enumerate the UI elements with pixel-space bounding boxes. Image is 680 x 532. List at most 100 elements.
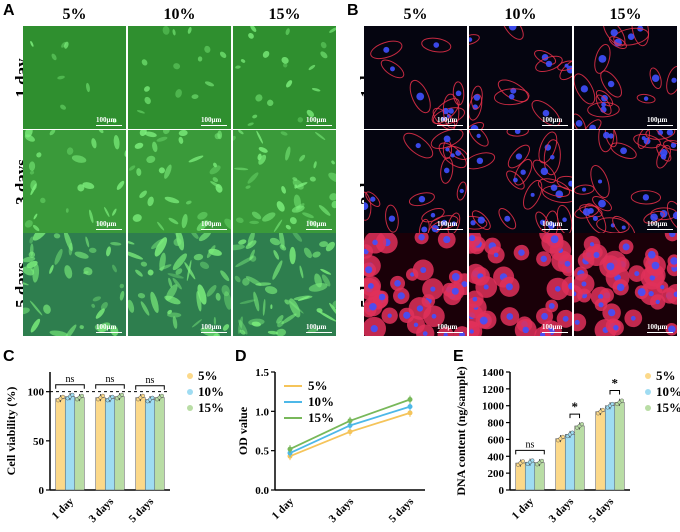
scale-bar-label: 100μm xyxy=(437,220,463,230)
data-point xyxy=(570,430,575,435)
data-point xyxy=(407,410,413,416)
scale-bar-label: 100μm xyxy=(647,323,673,333)
chart-c-cell-viability: 0 50 100 Cell viability (%) ns ns ns 1 day 3 day… xyxy=(4,368,224,525)
legend-label: 15% xyxy=(198,400,224,415)
bar xyxy=(64,396,76,491)
significance-bracket xyxy=(55,384,85,389)
bar xyxy=(555,438,566,491)
chart-e-dna-content: 0 200 400 600 800 1000 1200 1400 DNA content (ng… xyxy=(454,366,680,525)
legend-label: 10% xyxy=(656,384,680,399)
bar xyxy=(144,399,156,491)
scale-bar-label: 100μm xyxy=(201,220,227,230)
micrograph-a: 100μm xyxy=(23,130,126,233)
legend-marker xyxy=(187,389,193,395)
significance-label: * xyxy=(612,376,619,391)
legend-label: 5% xyxy=(308,378,328,393)
significance-bracket xyxy=(515,449,545,455)
scale-bar-label: 100μm xyxy=(542,116,568,126)
panel-letter-b: B xyxy=(347,2,359,19)
micrograph-a: 100μm xyxy=(233,130,336,233)
scale-bar-label: 100μm xyxy=(647,220,673,230)
micrograph-b: 100μm xyxy=(469,233,572,336)
scale-bar-label: 100μm xyxy=(542,323,568,333)
scale-bar xyxy=(437,124,463,126)
data-point xyxy=(140,393,145,398)
legend-label: 5% xyxy=(198,368,218,383)
data-point xyxy=(347,429,353,435)
scale-bar xyxy=(306,124,332,126)
panel-letter-d: D xyxy=(235,348,247,365)
y-tick-label: 0.5 xyxy=(255,446,269,458)
legend-marker xyxy=(645,373,651,379)
y-axis-label: Cell viability (%) xyxy=(4,387,18,476)
column-header-15pct: 15% xyxy=(609,6,642,23)
data-point xyxy=(119,392,124,397)
significance-bracket xyxy=(95,384,125,389)
micrograph-a: 100μm xyxy=(23,26,126,129)
y-tick-label: 1400 xyxy=(482,367,505,379)
scale-bar-label: 100μm xyxy=(96,116,122,126)
bar xyxy=(564,434,576,491)
significance-label: ns xyxy=(146,375,155,386)
y-tick-label: 1.5 xyxy=(255,367,269,379)
bar xyxy=(534,462,545,491)
legend-marker xyxy=(187,373,193,379)
micrograph-a: 100μm xyxy=(128,233,231,336)
bar xyxy=(515,462,526,491)
column-header-5pct: 5% xyxy=(403,6,428,23)
data-point xyxy=(60,394,65,399)
x-tick-label: 5 days xyxy=(387,495,417,525)
data-point xyxy=(610,401,615,406)
significance-label: * xyxy=(572,399,579,414)
bar xyxy=(595,411,606,491)
significance-label: ns xyxy=(526,439,535,450)
scale-bar-label: 100μm xyxy=(437,116,463,126)
scale-bar-label: 100μm xyxy=(201,323,227,333)
data-point xyxy=(79,393,84,398)
column-header-15pct: 15% xyxy=(268,6,301,23)
significance-bracket xyxy=(569,413,581,419)
data-point xyxy=(539,458,544,463)
data-point xyxy=(150,395,155,400)
data-point xyxy=(579,422,584,427)
scale-bar-label: 100μm xyxy=(306,116,332,126)
bar xyxy=(574,425,585,491)
scale-bar-label: 100μm xyxy=(306,323,332,333)
scale-bar xyxy=(201,124,227,126)
scale-bar xyxy=(647,124,673,126)
y-tick-label: 100 xyxy=(28,387,45,399)
legend-marker xyxy=(645,389,651,395)
column-header-5pct: 5% xyxy=(62,6,87,23)
bar xyxy=(614,402,625,491)
scale-bar-label: 100μm xyxy=(437,323,463,333)
y-axis-label: OD value xyxy=(236,406,250,455)
scale-bar xyxy=(306,228,332,230)
y-tick-label: 600 xyxy=(488,434,505,446)
scale-bar xyxy=(437,228,463,230)
column-header-10pct: 10% xyxy=(504,6,537,23)
micrograph-a: 100μm xyxy=(233,233,336,336)
significance-label: ns xyxy=(106,374,115,385)
x-tick-label: 1 day xyxy=(50,495,77,522)
x-tick-label: 5 days xyxy=(587,495,617,525)
data-point xyxy=(619,398,624,403)
legend-label: 15% xyxy=(656,400,680,415)
data-point xyxy=(520,459,525,464)
x-tick-label: 3 days xyxy=(87,495,117,525)
data-point xyxy=(407,397,413,403)
scale-bar xyxy=(96,228,122,230)
scale-bar xyxy=(542,331,568,333)
scale-bar xyxy=(96,124,122,126)
x-tick-label: 3 days xyxy=(547,495,577,525)
bar xyxy=(604,405,616,491)
scale-bar xyxy=(201,228,227,230)
micrograph-a: 100μm xyxy=(233,26,336,129)
y-tick-label: 200 xyxy=(488,468,505,480)
y-tick-label: 1000 xyxy=(482,401,505,413)
scale-bar xyxy=(437,331,463,333)
data-point xyxy=(600,407,605,412)
bar xyxy=(114,396,125,491)
scale-bar xyxy=(647,228,673,230)
column-header-10pct: 10% xyxy=(163,6,196,23)
